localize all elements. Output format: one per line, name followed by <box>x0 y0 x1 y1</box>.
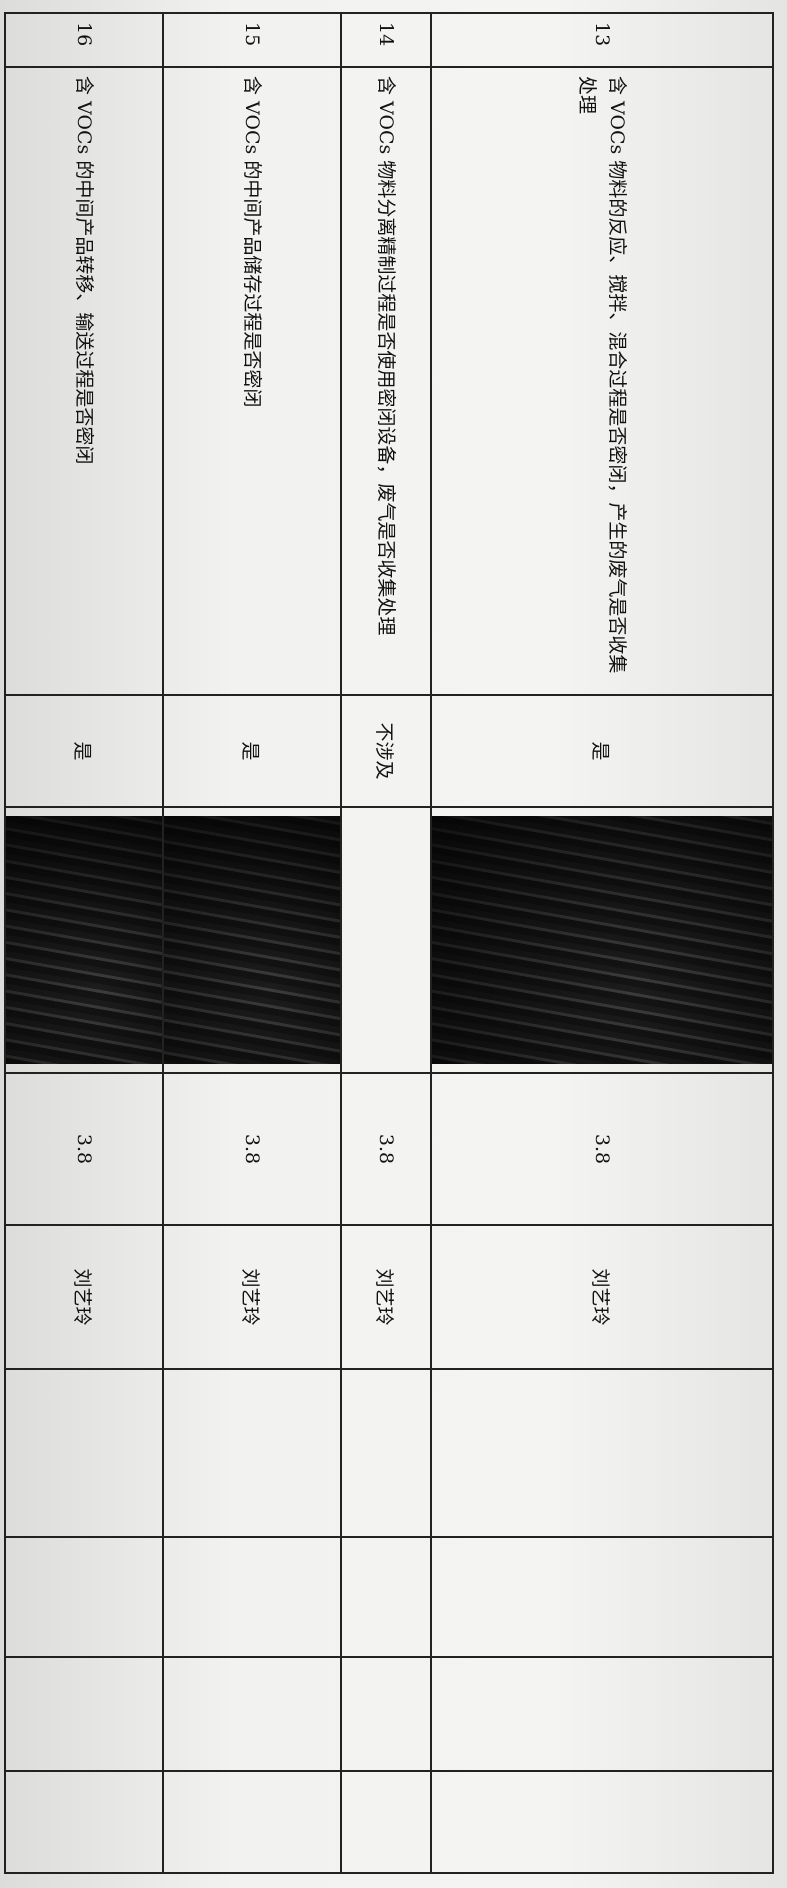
photo <box>432 816 772 1064</box>
photo <box>164 816 340 1064</box>
photo-cell <box>341 807 431 1073</box>
inspector: 刘艺玲 <box>341 1225 431 1369</box>
table-row: 16 含 VOCs 的中间产品转移、输送过程是否密闭是 3.8 刘艺玲 <box>5 13 163 1873</box>
result: 不涉及 <box>341 695 431 807</box>
result: 是 <box>5 695 163 807</box>
empty-cell <box>431 1369 773 1537</box>
score: 3.8 <box>341 1073 431 1225</box>
score: 3.8 <box>163 1073 341 1225</box>
empty-cell <box>5 1369 163 1537</box>
photo-cell <box>431 807 773 1073</box>
check-item: 含 VOCs 的中间产品储存过程是否密闭 <box>163 67 341 695</box>
empty-cell <box>431 1537 773 1657</box>
empty-cell <box>431 1771 773 1873</box>
empty-cell <box>163 1657 341 1771</box>
empty-cell <box>163 1537 341 1657</box>
check-item: 含 VOCs 的中间产品转移、输送过程是否密闭 <box>5 67 163 695</box>
inspector: 刘艺玲 <box>431 1225 773 1369</box>
inspection-table: 13 含 VOCs 物料的反应、搅拌、混合过程是否密闭，产生的废气是否收集处理是 3… <box>4 12 774 1874</box>
photo <box>6 816 162 1064</box>
empty-cell <box>341 1771 431 1873</box>
table-row: 14 含 VOCs 物料分离精制过程是否使用密闭设备，废气是否收集处理 不涉及 3.8… <box>341 13 431 1873</box>
result: 是 <box>163 695 341 807</box>
photo-cell <box>163 807 341 1073</box>
empty-cell <box>163 1771 341 1873</box>
check-item: 含 VOCs 物料分离精制过程是否使用密闭设备，废气是否收集处理 <box>341 67 431 695</box>
check-item: 含 VOCs 物料的反应、搅拌、混合过程是否密闭，产生的废气是否收集处理 <box>431 67 773 695</box>
empty-cell <box>431 1657 773 1771</box>
row-number: 15 <box>163 13 341 67</box>
result: 是 <box>431 695 773 807</box>
empty-cell <box>5 1657 163 1771</box>
inspector: 刘艺玲 <box>5 1225 163 1369</box>
photo-cell <box>5 807 163 1073</box>
empty-cell <box>341 1537 431 1657</box>
table-row: 13 含 VOCs 物料的反应、搅拌、混合过程是否密闭，产生的废气是否收集处理是 3… <box>431 13 773 1873</box>
row-number: 14 <box>341 13 431 67</box>
empty-cell <box>5 1771 163 1873</box>
empty-cell <box>5 1537 163 1657</box>
table-row: 15 含 VOCs 的中间产品储存过程是否密闭是 3.8 刘艺玲 <box>163 13 341 1873</box>
empty-cell <box>341 1657 431 1771</box>
score: 3.8 <box>5 1073 163 1225</box>
row-number: 16 <box>5 13 163 67</box>
inspector: 刘艺玲 <box>163 1225 341 1369</box>
empty-cell <box>163 1369 341 1537</box>
empty-cell <box>341 1369 431 1537</box>
row-number: 13 <box>431 13 773 67</box>
score: 3.8 <box>431 1073 773 1225</box>
